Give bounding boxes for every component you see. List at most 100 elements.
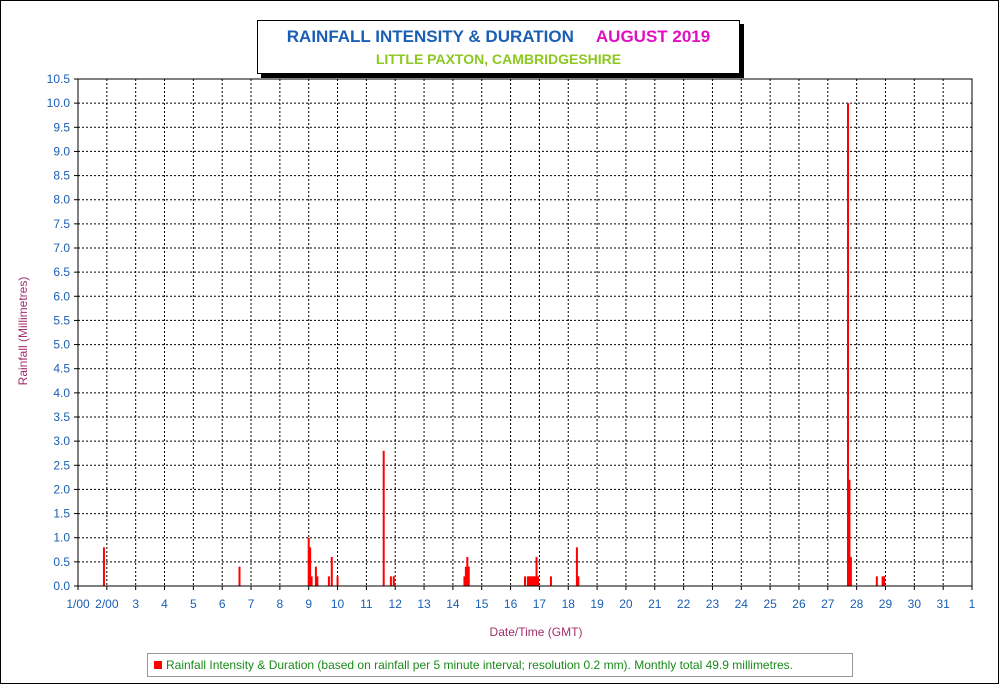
x-tick-label: 6: [219, 597, 226, 611]
chart-title-box: RAINFALL INTENSITY & DURATION AUGUST 2019…: [257, 20, 740, 74]
legend-text: Rainfall Intensity & Duration (based on …: [166, 658, 793, 672]
chart-title: RAINFALL INTENSITY & DURATION: [286, 27, 574, 46]
x-tick-label: 9: [305, 597, 312, 611]
rain-bar: [102, 547, 105, 586]
y-tick-label: 5.5: [53, 313, 70, 327]
rain-bar: [389, 576, 392, 586]
x-tick-label: 15: [475, 597, 489, 611]
y-tick-label: 8.5: [53, 169, 70, 183]
y-tick-label: 7.5: [53, 217, 70, 231]
x-tick-label: 11: [360, 597, 373, 611]
rain-bar: [883, 576, 886, 586]
x-tick-label: 12: [389, 597, 403, 611]
legend-swatch: [154, 661, 162, 669]
y-tick-label: 10.0: [47, 96, 71, 110]
rain-bar: [310, 576, 313, 586]
x-tick-label: 17: [533, 597, 547, 611]
x-tick-label: 25: [763, 597, 777, 611]
x-tick-label: 21: [648, 597, 662, 611]
rain-bar: [466, 557, 469, 586]
chart-month: AUGUST 2019: [595, 27, 711, 46]
y-tick-label: 4.0: [53, 386, 70, 400]
x-tick-label: 18: [562, 597, 576, 611]
y-tick-label: 9.0: [53, 144, 70, 158]
x-tick-label: 22: [677, 597, 691, 611]
rain-bar: [524, 576, 526, 586]
y-tick-label: 3.5: [53, 410, 70, 424]
y-tick-label: 4.5: [53, 362, 70, 376]
axis-layer: [74, 78, 973, 590]
x-tick-label: 1/00: [66, 597, 90, 611]
x-tick-label: 24: [735, 597, 749, 611]
x-tick-label: 30: [908, 597, 922, 611]
x-axis-label: Date/Time (GMT): [490, 625, 583, 639]
rain-bar: [534, 576, 537, 586]
rain-bar: [848, 479, 851, 586]
rain-bar: [464, 566, 467, 586]
legend: Rainfall Intensity & Duration (based on …: [147, 653, 853, 677]
rain-bar: [330, 557, 333, 586]
y-tick-label: 5.0: [53, 338, 70, 352]
x-tick-label: 1: [969, 597, 976, 611]
rain-bar: [531, 576, 534, 586]
rain-bar: [528, 576, 531, 586]
rain-bar: [307, 537, 310, 586]
rain-bar: [309, 547, 312, 586]
chart-location: LITTLE PAXTON, CAMBRIDGESHIRE: [375, 51, 622, 67]
tick-label-layer: 0.0 0.5 1.0 1.5 2.0 2.5 3.0 3.5 4.0 4.5 5.0 5.5 6.0 6…: [47, 72, 976, 611]
y-tick-label: 0.0: [53, 579, 70, 593]
y-tick-label: 9.5: [53, 120, 70, 134]
y-tick-label: 1.0: [53, 531, 70, 545]
x-tick-label: 2/00: [95, 597, 119, 611]
x-tick-label: 31: [936, 597, 950, 611]
x-tick-label: 23: [706, 597, 720, 611]
y-tick-label: 3.0: [53, 434, 70, 448]
bar-layer: [102, 103, 886, 587]
x-tick-label: 4: [161, 597, 168, 611]
x-tick-label: 19: [590, 597, 604, 611]
y-axis-label: Rainfall (Millimetres): [16, 277, 30, 386]
y-tick-label: 1.5: [53, 507, 70, 521]
y-tick-label: 6.5: [53, 265, 70, 279]
rain-bar: [535, 557, 538, 586]
x-tick-label: 16: [504, 597, 518, 611]
y-tick-label: 0.5: [53, 555, 70, 569]
rain-bar: [849, 557, 852, 586]
x-tick-label: 5: [190, 597, 197, 611]
grid-layer: [78, 79, 972, 586]
rain-bar: [875, 576, 878, 586]
x-tick-label: 10: [331, 597, 345, 611]
rain-bar: [238, 566, 241, 586]
rain-bar: [327, 576, 330, 586]
x-tick-label: 3: [132, 597, 139, 611]
x-tick-label: 7: [248, 597, 255, 611]
x-tick-label: 26: [792, 597, 806, 611]
rain-bar: [382, 450, 385, 586]
rain-bar: [392, 576, 395, 586]
y-tick-label: 10.5: [47, 72, 71, 86]
rain-bar: [532, 576, 535, 586]
rain-bar: [536, 576, 539, 586]
plot-border: [77, 78, 973, 587]
x-tick-label: 8: [277, 597, 284, 611]
y-tick-label: 7.0: [53, 241, 70, 255]
x-tick-label: 13: [417, 597, 431, 611]
rain-bar: [316, 576, 319, 586]
x-tick-label: 20: [619, 597, 633, 611]
rain-bar: [846, 103, 849, 587]
x-tick-label: 28: [850, 597, 864, 611]
rain-bar: [575, 547, 578, 586]
y-tick-label: 6.0: [53, 289, 70, 303]
rain-bar: [881, 576, 884, 586]
rain-bar: [467, 566, 470, 586]
rain-bar: [549, 576, 552, 586]
y-tick-label: 2.0: [53, 482, 70, 496]
rain-bar: [577, 576, 580, 586]
rain-bar: [463, 576, 466, 586]
rain-bar: [314, 566, 317, 586]
y-tick-label: 8.0: [53, 193, 70, 207]
y-tick-label: 2.5: [53, 458, 70, 472]
x-tick-label: 29: [879, 597, 893, 611]
